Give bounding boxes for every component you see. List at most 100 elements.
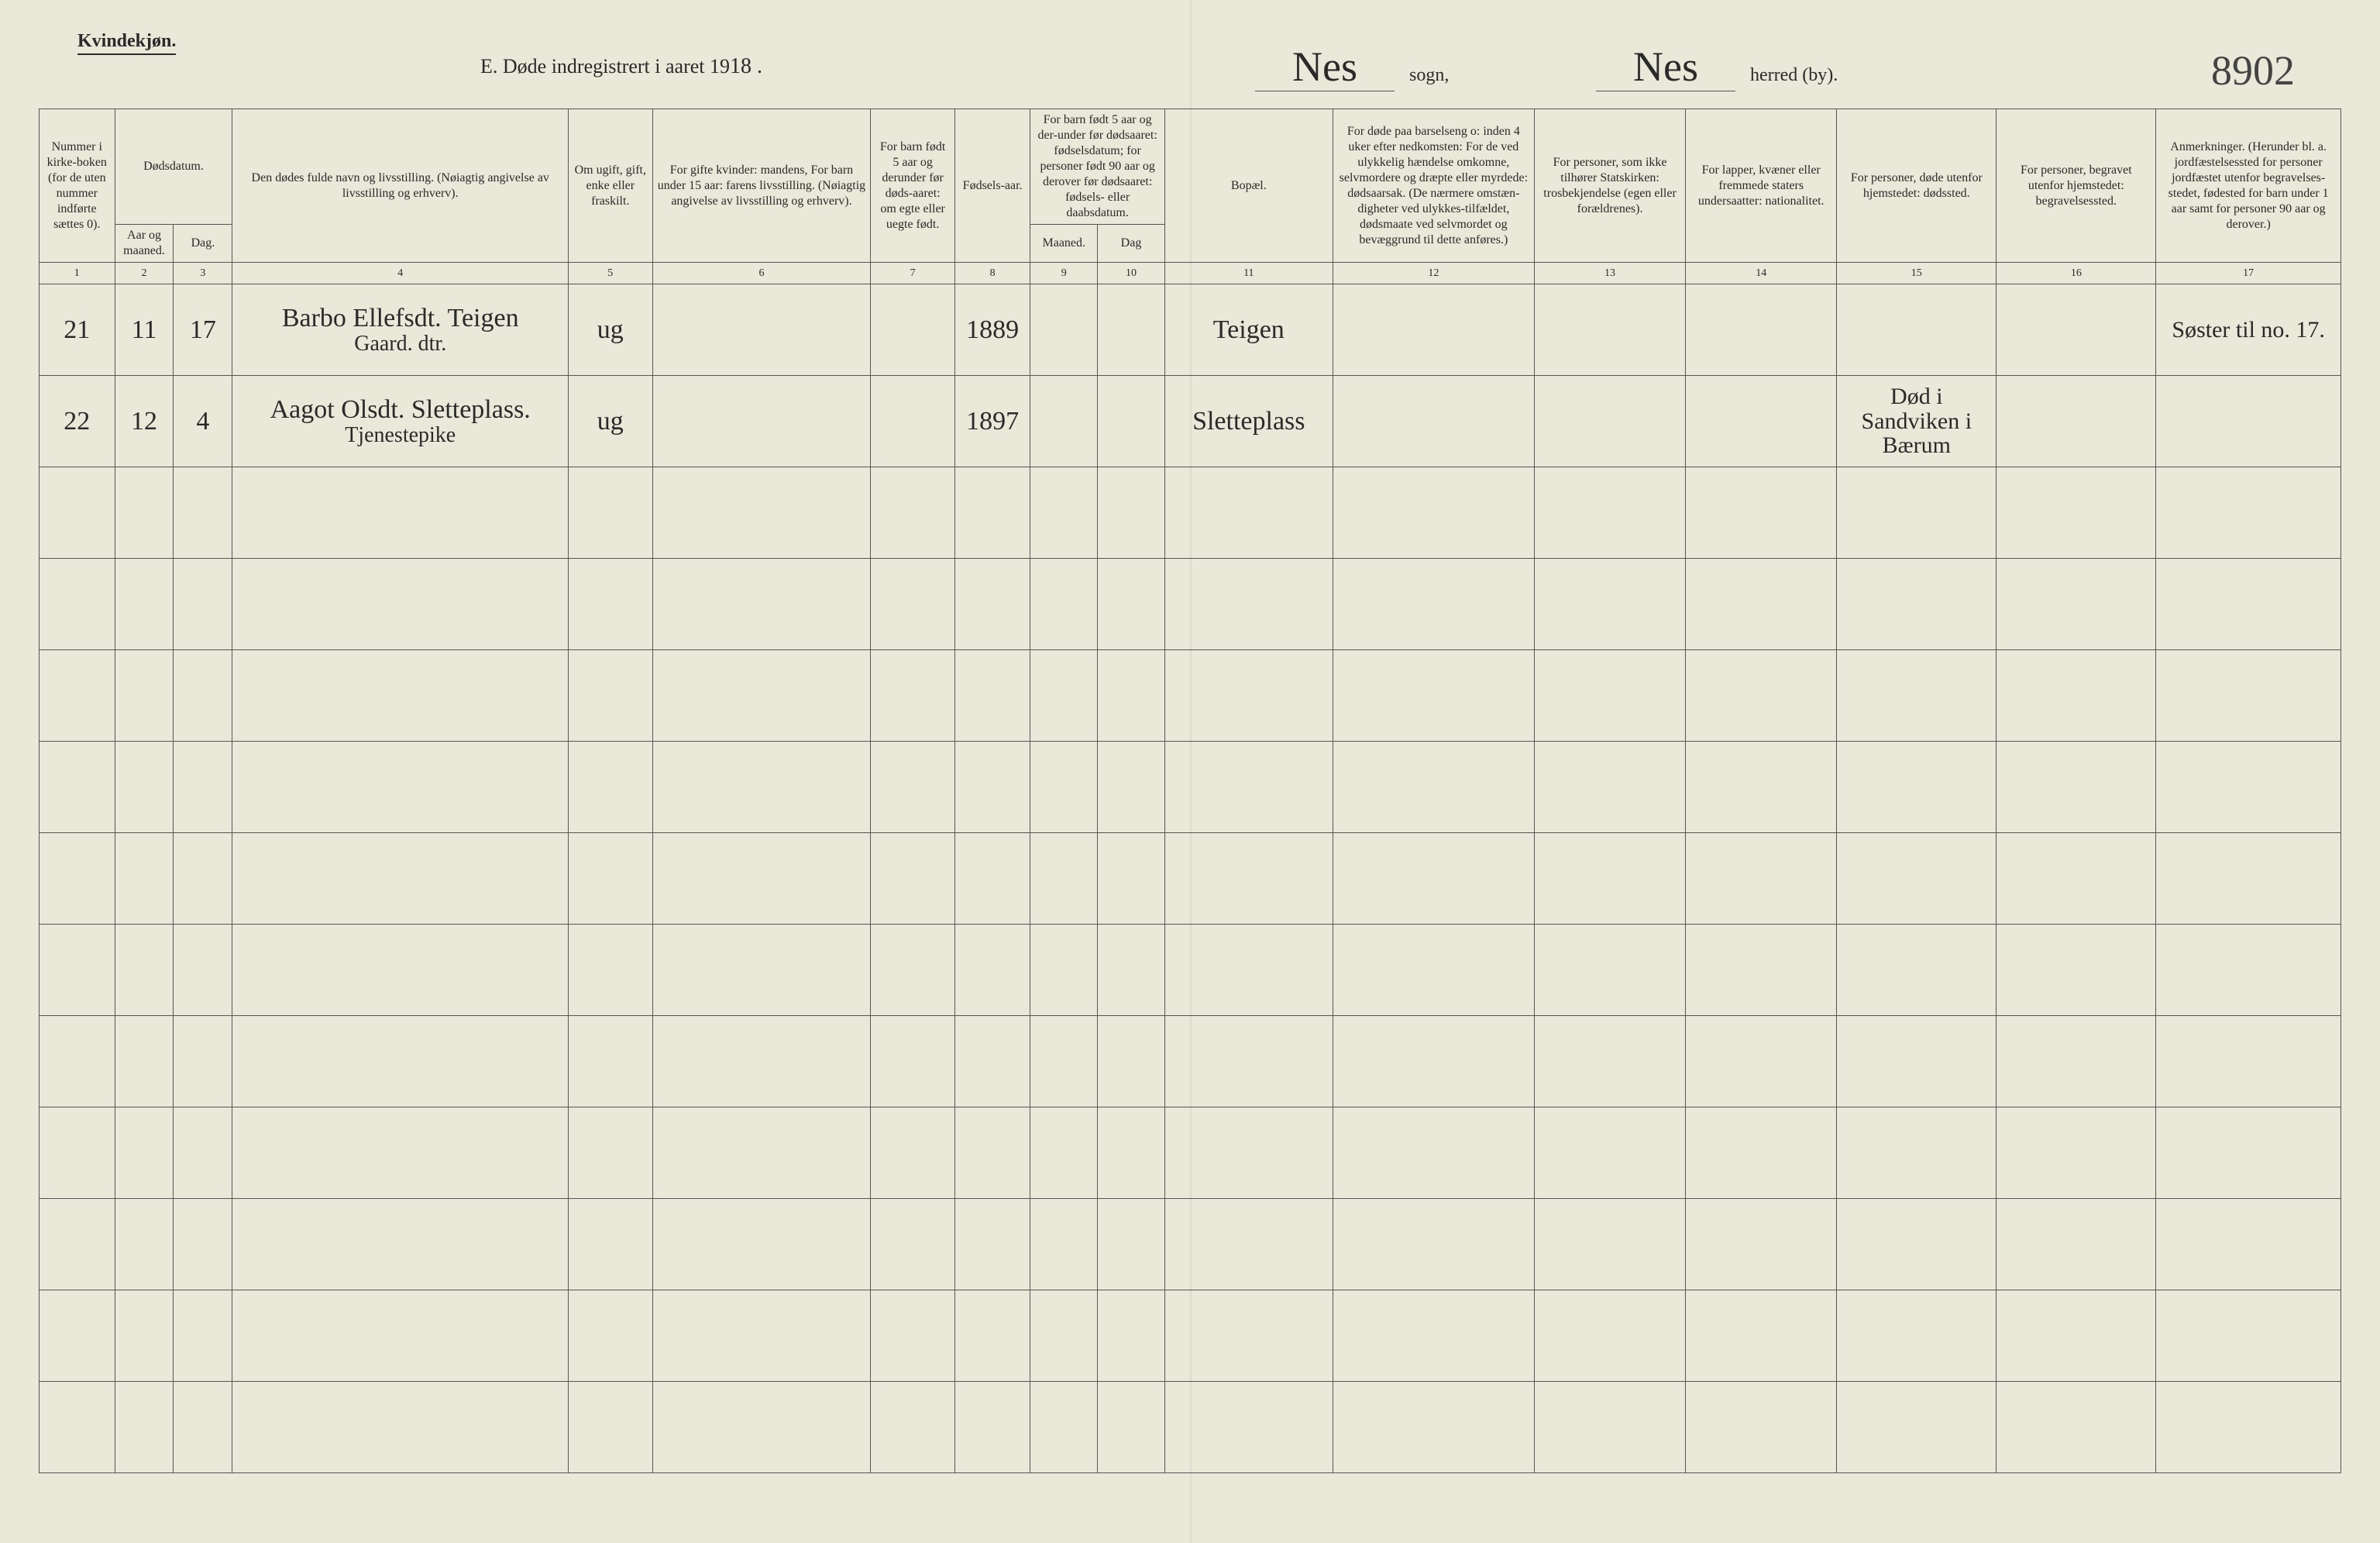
cell — [1534, 1016, 1685, 1107]
cell — [652, 1382, 871, 1473]
cell — [115, 1016, 174, 1107]
death-place: Død i Sandviken i Bærum — [1837, 376, 1997, 467]
cell — [232, 1382, 569, 1473]
table-row — [40, 559, 2341, 650]
cell — [40, 1199, 115, 1290]
cell — [40, 833, 115, 925]
cell — [1686, 1290, 1837, 1382]
cell — [1098, 833, 1165, 925]
title-year: 18 . — [730, 54, 762, 78]
cell — [871, 376, 954, 467]
cell — [1098, 1016, 1165, 1107]
page-header: Kvindekjøn. E. Døde indregistrert i aare… — [39, 31, 2341, 101]
cell — [1686, 1199, 1837, 1290]
cell — [871, 1290, 954, 1382]
col-header: For personer, begravet utenfor hjemstede… — [1997, 109, 2156, 263]
cell — [232, 559, 569, 650]
entry-number: 22 — [40, 376, 115, 467]
cell — [1686, 1016, 1837, 1107]
cell — [1098, 742, 1165, 833]
cell — [1837, 1290, 1997, 1382]
cell — [1686, 376, 1837, 467]
cell — [1030, 1382, 1098, 1473]
cell — [174, 1382, 232, 1473]
name-line2: Tjenestepike — [237, 424, 563, 446]
birth-year: 1897 — [954, 376, 1030, 467]
colnum: 1 — [40, 263, 115, 284]
cell — [1534, 742, 1685, 833]
cell — [2156, 742, 2341, 833]
cell — [569, 1382, 652, 1473]
cell — [1098, 1290, 1165, 1382]
colnum: 9 — [1030, 263, 1098, 284]
cell — [1837, 1107, 1997, 1199]
cell — [652, 1199, 871, 1290]
cell — [871, 833, 954, 925]
cell — [40, 559, 115, 650]
cell — [1333, 650, 1534, 742]
cell — [1686, 559, 1837, 650]
death-month: 11 — [115, 284, 174, 376]
cell — [1333, 833, 1534, 925]
cell — [1164, 925, 1333, 1016]
cell — [2156, 559, 2341, 650]
title-text: E. Døde indregistrert i aaret 1918 . — [480, 54, 762, 79]
cell — [1837, 1199, 1997, 1290]
cell — [1997, 650, 2156, 742]
colnum: 12 — [1333, 263, 1534, 284]
sogn-value: Nes — [1255, 43, 1395, 91]
colnum: 15 — [1837, 263, 1997, 284]
cell — [2156, 650, 2341, 742]
cell — [115, 1290, 174, 1382]
cell — [954, 1107, 1030, 1199]
cell — [1164, 1016, 1333, 1107]
cell — [652, 742, 871, 833]
residence: Teigen — [1164, 284, 1333, 376]
cell — [174, 1199, 232, 1290]
cell — [652, 1290, 871, 1382]
cell — [569, 467, 652, 559]
cell — [1164, 1290, 1333, 1382]
cell — [871, 742, 954, 833]
col-header: For lapper, kvæner eller fremmede stater… — [1686, 109, 1837, 263]
cell — [1164, 742, 1333, 833]
cell — [1997, 376, 2156, 467]
table-row — [40, 833, 2341, 925]
cell — [1686, 925, 1837, 1016]
table-row — [40, 742, 2341, 833]
cell — [1098, 925, 1165, 1016]
cell — [1333, 1290, 1534, 1382]
col-header: For personer, som ikke tilhører Statskir… — [1534, 109, 1685, 263]
table-row — [40, 925, 2341, 1016]
cell — [115, 742, 174, 833]
cell — [1030, 1016, 1098, 1107]
page-number: 8902 — [2211, 46, 2295, 95]
cell — [1837, 833, 1997, 925]
cell — [232, 1290, 569, 1382]
cell — [652, 376, 871, 467]
cell — [174, 1290, 232, 1382]
death-day: 4 — [174, 376, 232, 467]
table-row — [40, 1016, 2341, 1107]
cell — [232, 650, 569, 742]
death-day: 17 — [174, 284, 232, 376]
cell — [954, 467, 1030, 559]
cell — [40, 1290, 115, 1382]
cell — [569, 1290, 652, 1382]
cell — [569, 1107, 652, 1199]
col-subheader: Dag. — [174, 225, 232, 263]
cell — [1333, 1199, 1534, 1290]
colnum: 4 — [232, 263, 569, 284]
name-line2: Gaard. dtr. — [237, 332, 563, 355]
cell — [569, 1016, 652, 1107]
cell — [954, 833, 1030, 925]
cell — [1837, 1016, 1997, 1107]
cell — [1030, 833, 1098, 925]
col-header: For barn født 5 aar og derunder før døds… — [871, 109, 954, 263]
col-header: Anmerkninger. (Herunder bl. a. jordfæste… — [2156, 109, 2341, 263]
remarks — [2156, 376, 2341, 467]
herred-value: Nes — [1596, 43, 1735, 91]
cell — [954, 1290, 1030, 1382]
cell — [40, 742, 115, 833]
marital-status: ug — [569, 284, 652, 376]
